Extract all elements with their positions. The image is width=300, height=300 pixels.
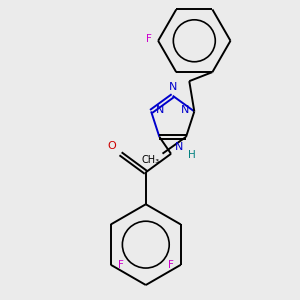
Text: N: N xyxy=(174,142,183,152)
Text: O: O xyxy=(108,141,116,151)
Text: N: N xyxy=(156,105,164,115)
Text: F: F xyxy=(168,260,174,270)
Text: CH₃: CH₃ xyxy=(141,155,159,165)
Text: N: N xyxy=(169,82,178,92)
Text: F: F xyxy=(118,260,123,270)
Text: F: F xyxy=(146,34,152,44)
Text: N: N xyxy=(181,105,189,115)
Text: H: H xyxy=(188,150,196,160)
